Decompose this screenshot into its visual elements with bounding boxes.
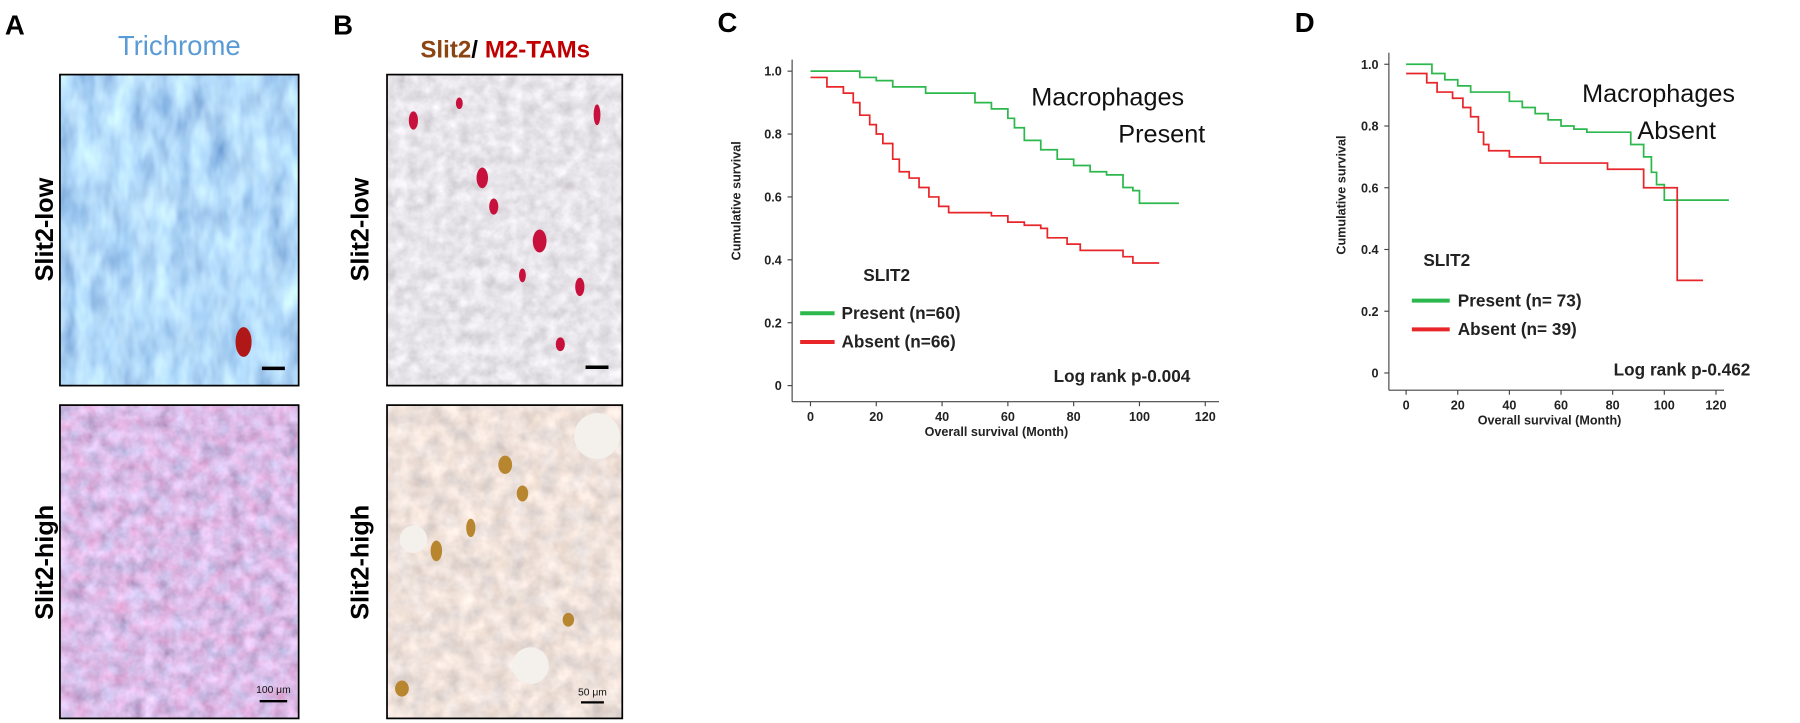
survival-line — [810, 76, 1160, 264]
y-tick-label: 0.8 — [1361, 120, 1379, 134]
panel-label: A — [5, 9, 25, 40]
y-tick-label: 1.0 — [764, 65, 782, 79]
x-axis-label: Overall survival (Month) — [925, 425, 1069, 439]
x-tick-label: 100 — [1654, 399, 1675, 413]
x-tick-label: 0 — [1403, 399, 1410, 413]
legend-title: SLIT2 — [863, 265, 910, 285]
x-tick-label: 80 — [1606, 399, 1620, 413]
y-tick-label: 0.4 — [764, 253, 782, 267]
image-frame — [386, 73, 624, 387]
y-tick-label: 0.6 — [764, 191, 782, 205]
y-tick-label: 0.8 — [764, 128, 782, 142]
legend-label: Present (n= 73) — [1458, 290, 1582, 310]
survival-line — [810, 70, 1179, 205]
statistic: Log rank p-0.462 — [1614, 359, 1751, 379]
x-tick-label: 120 — [1195, 410, 1216, 424]
x-tick-label: 0 — [807, 410, 814, 424]
row-label: Slit2-high — [347, 505, 375, 620]
row-label: Slit2-low — [347, 177, 375, 281]
fat-group — [399, 413, 620, 684]
micrograph — [387, 74, 623, 386]
y-axis-label: Cumulative survival — [1334, 136, 1348, 255]
title-part: Slit2 — [420, 36, 471, 63]
survival-line — [1406, 63, 1729, 201]
annotation: Present — [1118, 120, 1205, 148]
x-tick-label: 60 — [1001, 410, 1015, 424]
x-tick-label: 120 — [1705, 399, 1726, 413]
y-tick-label: 0.4 — [1361, 243, 1379, 257]
legend-title: SLIT2 — [1423, 250, 1470, 270]
micrograph — [59, 405, 299, 719]
title-part: M2-TAMs — [485, 36, 590, 63]
y-tick-label: 0 — [1372, 367, 1379, 381]
scale-bar-label: 50 μm — [578, 687, 607, 698]
x-tick-label: 80 — [1067, 410, 1081, 424]
x-tick-label: 20 — [869, 410, 883, 424]
x-tick-label: 100 — [1129, 410, 1150, 424]
x-tick-label: 60 — [1554, 399, 1568, 413]
scale-bar-label: 100 μm — [256, 685, 291, 696]
annotation: Macrophages — [1031, 84, 1184, 112]
image-frame — [386, 404, 624, 720]
stain-group — [395, 455, 575, 697]
micrograph — [59, 74, 299, 386]
panel-title: Slit2/ M2-TAMs — [420, 36, 590, 63]
y-tick-label: 0.2 — [1361, 305, 1379, 319]
x-tick-label: 40 — [935, 410, 949, 424]
y-tick-label: 0 — [775, 379, 782, 393]
stain — [235, 327, 252, 357]
y-tick-label: 1.0 — [1361, 58, 1379, 72]
panel-label: C — [718, 7, 738, 38]
y-tick-label: 0.2 — [764, 316, 782, 330]
row-label: Slit2-high — [31, 505, 59, 620]
image-frame — [59, 73, 300, 387]
survival-line — [1406, 72, 1704, 282]
legend-label: Absent (n=66) — [841, 332, 955, 352]
annotation: Macrophages — [1582, 80, 1735, 108]
stain-group — [408, 97, 601, 352]
panel-label: B — [333, 9, 353, 40]
image-frame — [59, 404, 300, 720]
statistic: Log rank p-0.004 — [1054, 366, 1191, 386]
row-label: Slit2-low — [31, 177, 59, 281]
annotation: Absent — [1637, 117, 1716, 145]
legend-label: Present (n=60) — [841, 303, 960, 323]
y-tick-label: 0.6 — [1361, 181, 1379, 195]
x-tick-label: 40 — [1502, 399, 1516, 413]
x-axis-label: Overall survival (Month) — [1478, 414, 1622, 428]
panel-title: Trichrome — [118, 30, 241, 61]
legend-label: Absent (n= 39) — [1458, 319, 1577, 339]
panel-label: D — [1295, 7, 1315, 38]
x-tick-label: 20 — [1451, 399, 1465, 413]
title-part: / — [471, 36, 478, 63]
y-axis-label: Cumulative survival — [729, 141, 743, 260]
